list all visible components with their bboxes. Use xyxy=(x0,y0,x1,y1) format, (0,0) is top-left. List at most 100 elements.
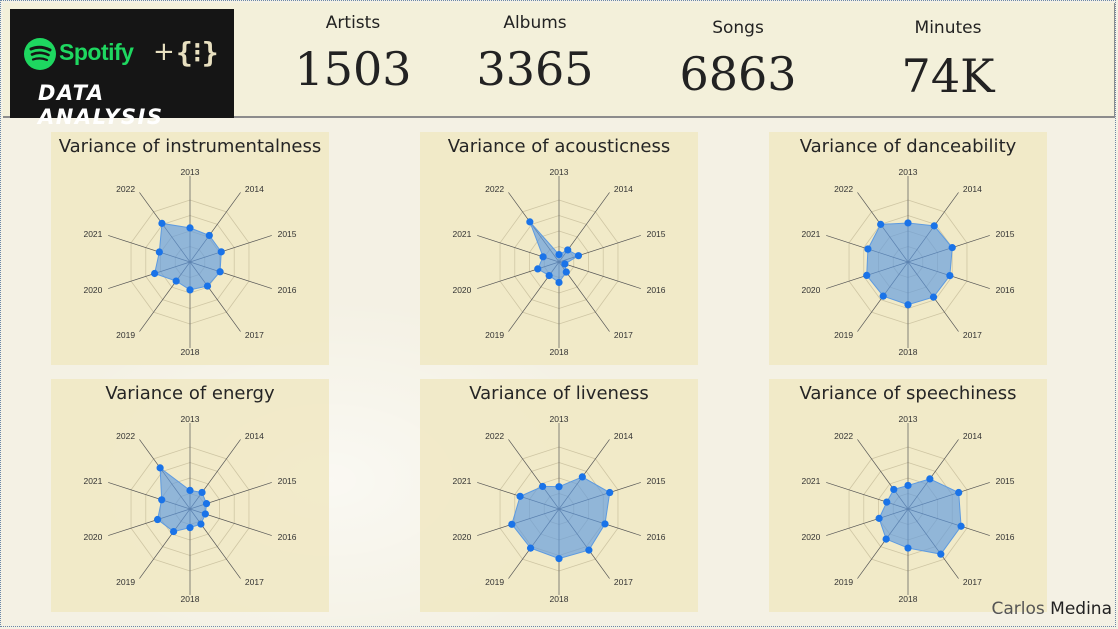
axis-tick-label: 2013 xyxy=(550,167,569,177)
axis-tick-label: 2016 xyxy=(996,285,1015,295)
data-point xyxy=(539,482,547,491)
data-point xyxy=(158,496,166,504)
chart-title: Variance of danceability xyxy=(799,136,1017,157)
axis-tick-label: 2014 xyxy=(245,431,264,441)
logo-plus: + xyxy=(153,37,175,67)
data-point xyxy=(578,473,586,481)
axis-tick-label: 2017 xyxy=(963,577,982,587)
axis-tick-label: 2019 xyxy=(116,330,135,340)
chart-title: Variance of liveness xyxy=(469,383,649,404)
data-point xyxy=(864,245,872,253)
data-point xyxy=(937,550,945,558)
axis-tick-label: 2015 xyxy=(996,476,1015,486)
axis-tick-label: 2018 xyxy=(181,594,200,604)
data-point xyxy=(929,293,938,301)
data-point xyxy=(574,252,583,260)
axis-tick-label: 2018 xyxy=(550,594,569,604)
data-point xyxy=(526,218,534,226)
radar-panel-speechiness: Variance of speechiness 2013 2014 2015 2016… xyxy=(769,379,1047,612)
axis-tick-label: 2016 xyxy=(996,532,1015,542)
data-point xyxy=(153,515,162,524)
author-last-name: Medina xyxy=(1050,599,1112,619)
kpi-value: 6863 xyxy=(679,47,797,101)
data-point xyxy=(216,268,224,276)
data-point xyxy=(202,500,211,508)
axis-tick-label: 2021 xyxy=(801,476,820,486)
kpi-value: 3365 xyxy=(476,42,594,96)
data-point xyxy=(926,475,934,483)
data-point xyxy=(508,520,516,528)
logo: Spotify + {⁝} DATA ANALYSIS xyxy=(10,9,234,129)
code-brace-icon: {⁝} xyxy=(176,36,219,69)
data-point xyxy=(904,544,912,552)
data-point xyxy=(875,514,883,522)
data-point xyxy=(879,292,887,300)
axis-tick-label: 2018 xyxy=(550,347,569,357)
axis-tick-label: 2022 xyxy=(116,184,135,194)
axis-tick-label: 2018 xyxy=(899,594,918,604)
axis-tick-label: 2019 xyxy=(485,330,504,340)
axis-tick-label: 2017 xyxy=(614,577,633,587)
data-point xyxy=(539,253,547,261)
data-point xyxy=(158,219,166,227)
chart-title: Variance of instrumentalness xyxy=(58,136,322,157)
axis-tick-label: 2022 xyxy=(116,431,135,441)
data-point xyxy=(186,524,194,532)
radar-panel-instrumentalness: Variance of instrumentalness 2013 2014 201… xyxy=(51,132,329,365)
data-point xyxy=(205,231,213,240)
axis-tick-label: 2014 xyxy=(245,184,264,194)
data-point xyxy=(606,488,614,497)
kpi-label: Songs xyxy=(712,18,764,38)
axis-tick-label: 2020 xyxy=(801,532,820,542)
data-point xyxy=(877,220,885,228)
axis-tick-label: 2020 xyxy=(452,532,471,542)
data-point xyxy=(186,224,194,232)
axis-tick-label: 2013 xyxy=(899,414,918,424)
axis-tick-label: 2021 xyxy=(801,229,820,239)
data-point xyxy=(186,286,194,294)
axis-tick-label: 2020 xyxy=(83,532,102,542)
radar-panel-danceability: Variance of danceability 2013 2014 2015 201… xyxy=(769,132,1047,365)
data-point xyxy=(203,282,212,290)
kpi-artists: Artists 1503 xyxy=(293,13,413,92)
kpi-value: 1503 xyxy=(294,42,412,96)
series-area xyxy=(866,222,953,306)
radar-chart-danceability: 2013 2014 2015 2016 2017 2018 2019 2020 2021 2022 xyxy=(801,167,1015,357)
axis-tick-label: 2021 xyxy=(452,476,471,486)
chart-title: Variance of acousticness xyxy=(447,136,671,157)
kpi-minutes: Minutes 74K xyxy=(883,18,1013,99)
data-point xyxy=(955,488,963,497)
axis-tick-label: 2018 xyxy=(181,347,200,357)
chart-title: Variance of speechiness xyxy=(799,383,1017,404)
logo-subtitle: DATA ANALYSIS xyxy=(38,81,164,129)
data-point xyxy=(601,520,609,528)
axis-tick-label: 2017 xyxy=(963,330,982,340)
data-point xyxy=(561,260,569,268)
data-point xyxy=(585,546,593,554)
axis-tick-label: 2017 xyxy=(614,330,633,340)
data-point xyxy=(198,488,206,497)
axis-tick-label: 2015 xyxy=(647,476,666,486)
author-first-name: Carlos xyxy=(991,599,1045,619)
axis-tick-label: 2017 xyxy=(245,330,264,340)
axis-tick-label: 2014 xyxy=(963,431,982,441)
data-point xyxy=(545,271,553,280)
axis-tick-label: 2017 xyxy=(245,577,264,587)
data-point xyxy=(904,481,912,490)
axis-tick-label: 2015 xyxy=(647,229,666,239)
radar-panel-energy: Variance of energy 2013 2014 2015 2016 2017 2… xyxy=(51,379,329,612)
axis-tick-label: 2016 xyxy=(278,532,297,542)
radar-panel-liveness: Variance of liveness 2013 2014 2015 2016 201… xyxy=(420,379,698,612)
data-point xyxy=(562,268,570,276)
data-point xyxy=(930,222,938,230)
data-point xyxy=(882,535,890,543)
axis-tick-label: 2022 xyxy=(834,431,853,441)
axis-tick-label: 2021 xyxy=(83,229,102,239)
spotify-wordmark: Spotify xyxy=(59,39,134,65)
data-point xyxy=(904,219,912,227)
axis-tick-label: 2021 xyxy=(83,476,102,486)
kpi-value: 74K xyxy=(901,49,995,103)
axis-tick-label: 2022 xyxy=(485,184,504,194)
axis-tick-label: 2013 xyxy=(550,414,569,424)
data-point xyxy=(863,271,871,280)
